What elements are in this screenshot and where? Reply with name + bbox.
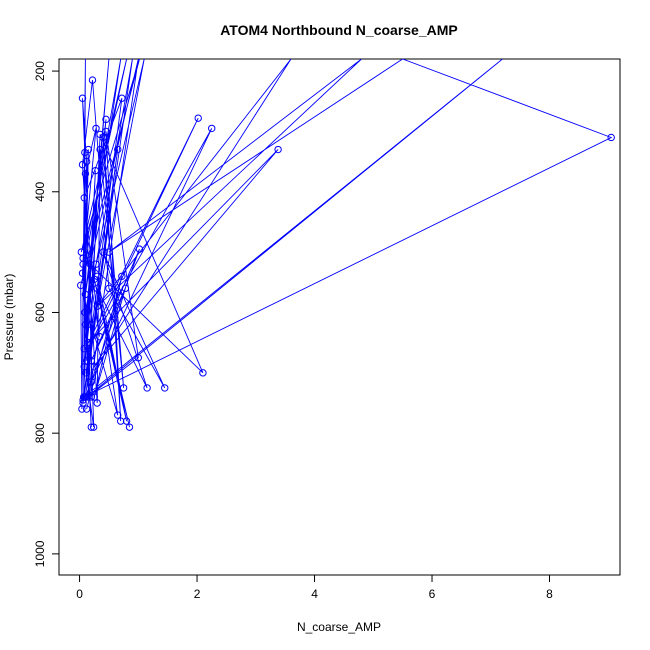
data-point	[81, 393, 90, 401]
data-point	[77, 281, 85, 290]
x-tick-label: 8	[546, 587, 553, 601]
plot-area	[77, 59, 615, 431]
data-point	[82, 405, 91, 413]
data-point	[79, 260, 87, 268]
data-point	[78, 94, 87, 102]
data-point	[82, 369, 90, 377]
data-point	[88, 76, 97, 84]
data-point	[81, 290, 90, 299]
x-tick-label: 0	[76, 587, 83, 601]
x-tick-label: 6	[429, 587, 436, 601]
data-point	[96, 145, 104, 154]
data-point	[93, 284, 101, 293]
data-point	[84, 338, 93, 347]
data-point	[208, 124, 216, 133]
y-axis: 200 400 600 800 1000	[33, 61, 60, 567]
data-point	[90, 393, 98, 401]
data-point	[105, 248, 113, 256]
x-tick-label: 4	[311, 587, 318, 601]
data-point	[119, 384, 128, 392]
data-point	[118, 94, 126, 102]
data-point	[134, 354, 143, 362]
y-tick-label: 200	[33, 61, 47, 81]
data-point	[93, 302, 101, 311]
data-point	[90, 275, 98, 283]
data-point	[87, 320, 96, 329]
data-point	[95, 332, 104, 341]
data-point	[78, 269, 87, 277]
data-point	[81, 308, 89, 317]
data-point	[93, 399, 101, 407]
data-point	[92, 260, 100, 268]
data-point	[114, 411, 122, 419]
data-point	[199, 369, 207, 377]
data-point	[87, 378, 96, 386]
data-point	[121, 284, 130, 293]
data-point	[125, 423, 134, 431]
data-point	[82, 251, 91, 259]
data-point	[80, 344, 88, 353]
data-point	[87, 357, 96, 365]
series-line	[80, 59, 613, 428]
data-point	[80, 194, 88, 202]
y-tick-label: 400	[33, 181, 47, 201]
data-point	[84, 145, 93, 154]
data-point	[96, 130, 104, 139]
data-point	[102, 127, 110, 136]
data-point	[161, 384, 169, 392]
y-tick-label: 1000	[33, 540, 47, 567]
data-point	[78, 160, 87, 169]
data-point	[143, 384, 151, 392]
data-point	[194, 114, 202, 122]
data-point	[92, 124, 100, 133]
data-point	[274, 145, 282, 154]
chart-title: ATOM4 Northbound N_coarse_AMP	[220, 22, 458, 38]
data-point	[135, 245, 144, 253]
data-point	[607, 133, 615, 142]
data-point	[99, 248, 107, 256]
data-point	[81, 320, 90, 329]
x-axis: 0 2 4 6 8	[76, 574, 553, 601]
data-point	[118, 272, 126, 280]
data-point	[105, 284, 113, 293]
data-point	[102, 115, 110, 124]
data-point	[114, 145, 122, 154]
y-axis-label: Pressure (mbar)	[2, 274, 16, 361]
y-tick-label: 600	[33, 302, 47, 322]
data-point	[87, 393, 96, 401]
plot-frame	[58, 58, 621, 576]
data-point	[90, 363, 98, 371]
data-point	[87, 423, 96, 431]
data-point	[81, 169, 90, 178]
data-point	[122, 417, 131, 425]
data-point	[86, 260, 94, 268]
x-tick-label: 2	[194, 587, 201, 601]
data-point	[116, 417, 125, 425]
y-tick-label: 800	[33, 423, 47, 443]
data-point	[91, 166, 100, 175]
x-axis-label: N_coarse_AMP	[297, 620, 381, 634]
data-point	[89, 423, 98, 431]
